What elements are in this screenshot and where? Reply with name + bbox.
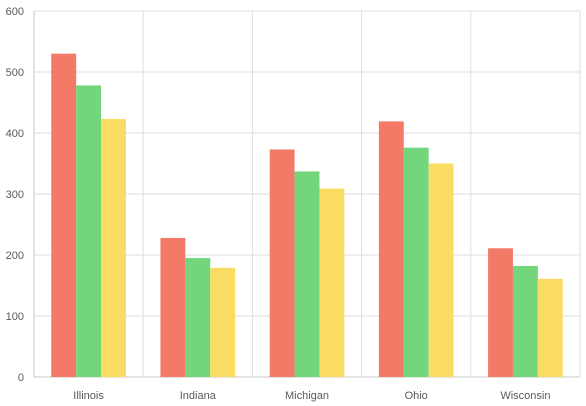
bar	[101, 118, 126, 377]
bar	[76, 85, 102, 378]
y-tick-label: 100	[6, 311, 24, 323]
x-tick-label: Wisconsin	[500, 390, 550, 402]
bar	[378, 121, 404, 377]
bar	[185, 258, 211, 377]
bar	[210, 267, 236, 377]
x-tick-label: Illinois	[73, 390, 104, 402]
bar	[403, 147, 429, 377]
bar	[488, 248, 513, 377]
bar	[294, 171, 320, 377]
bar	[160, 237, 186, 377]
label-layer: 0 100 200 300 400 500 600 Illinois Indiana Michig…	[6, 6, 551, 402]
bars-layer	[51, 53, 563, 378]
bar	[319, 188, 345, 377]
y-tick-label: 400	[6, 128, 24, 140]
bar	[537, 278, 563, 377]
bar	[269, 149, 295, 377]
y-tick-label: 200	[6, 250, 24, 262]
bar	[428, 163, 454, 377]
bar	[512, 265, 538, 377]
bar	[51, 53, 77, 377]
x-tick-label: Michigan	[285, 390, 329, 402]
y-tick-label: 300	[6, 189, 24, 201]
y-tick-label: 0	[18, 372, 24, 384]
x-tick-label: Ohio	[405, 390, 428, 402]
y-tick-label: 500	[6, 67, 24, 79]
x-tick-label: Indiana	[180, 390, 217, 402]
y-tick-label: 600	[6, 6, 24, 18]
